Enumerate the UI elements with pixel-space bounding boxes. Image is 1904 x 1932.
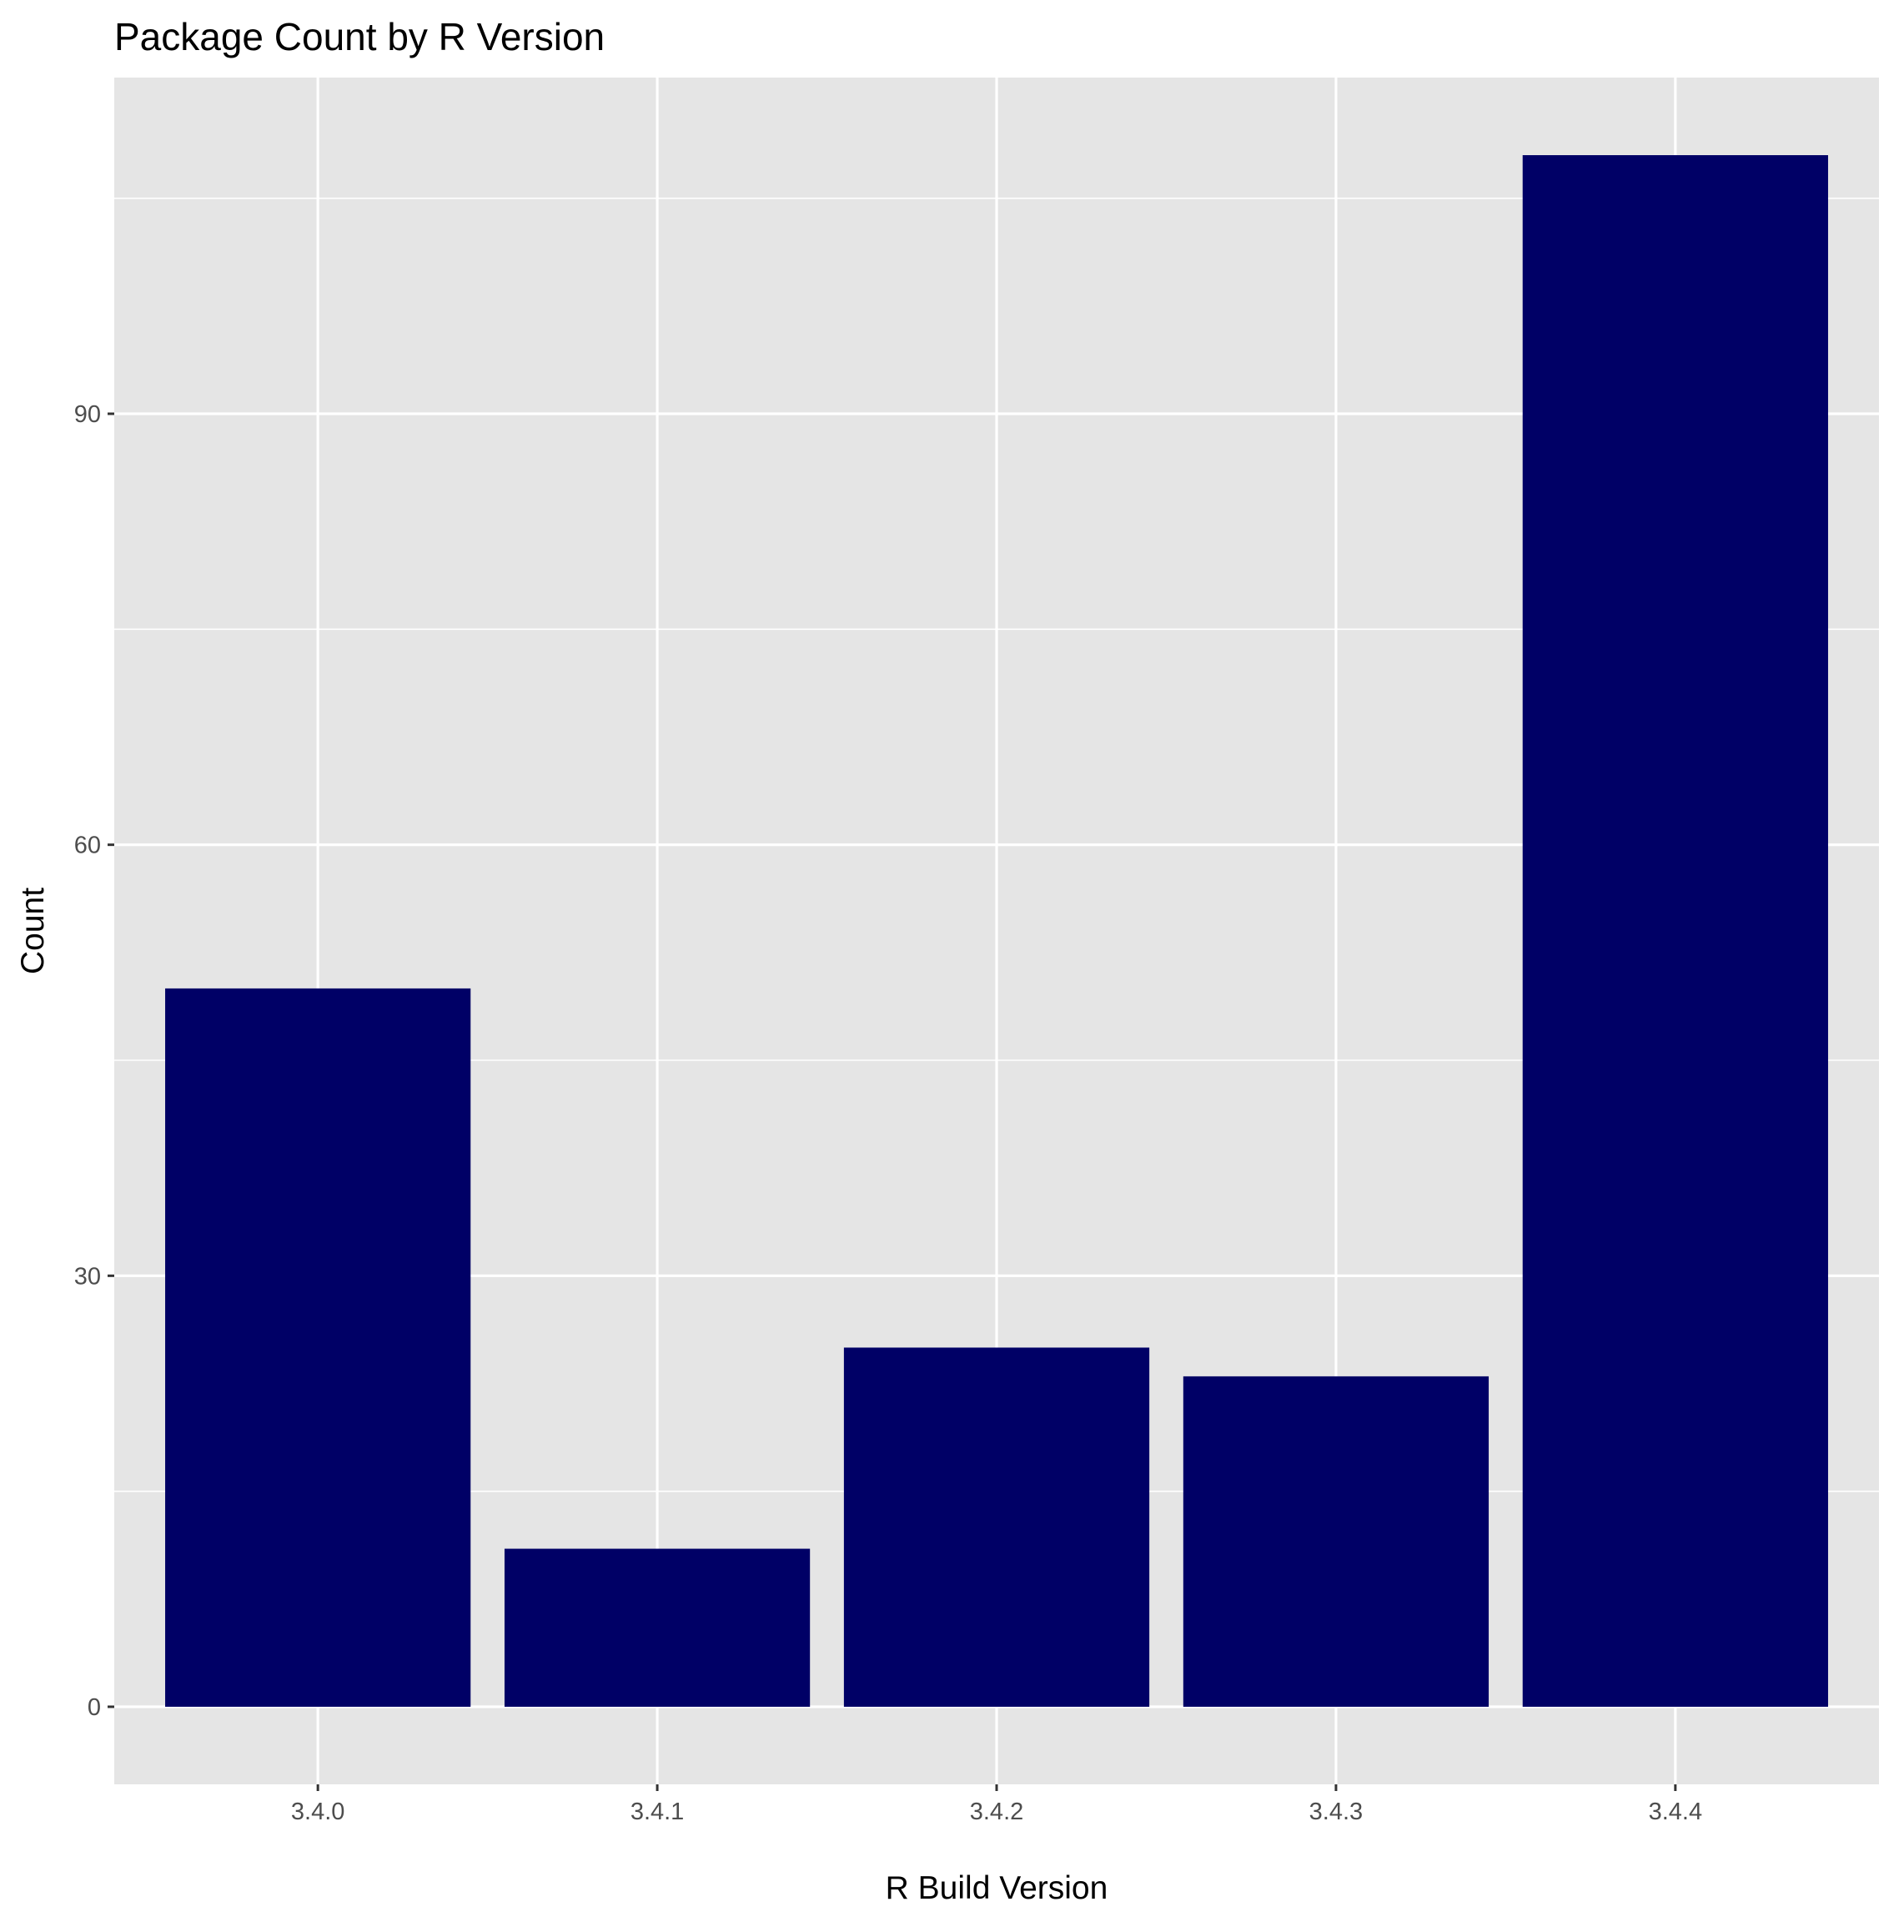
y-axis: 0 30 60 90 bbox=[74, 401, 114, 1721]
x-tick-label: 3.4.0 bbox=[291, 1799, 345, 1825]
bar-3.4.0 bbox=[165, 988, 471, 1707]
bars bbox=[165, 155, 1828, 1707]
x-tick-label: 3.4.1 bbox=[630, 1799, 685, 1825]
y-tick-label: 60 bbox=[74, 833, 101, 859]
x-axis: 3.4.0 3.4.1 3.4.2 3.4.3 3.4.4 bbox=[291, 1784, 1702, 1825]
x-tick-label: 3.4.2 bbox=[970, 1799, 1024, 1825]
bar-3.4.3 bbox=[1183, 1376, 1490, 1707]
bar-3.4.2 bbox=[843, 1347, 1150, 1707]
y-tick-label: 30 bbox=[74, 1263, 101, 1290]
x-tick-label: 3.4.4 bbox=[1649, 1799, 1703, 1825]
x-tick-label: 3.4.3 bbox=[1309, 1799, 1364, 1825]
y-tick-label: 0 bbox=[88, 1694, 101, 1721]
chart-title: Package Count by R Version bbox=[114, 15, 605, 58]
y-axis-title: Count bbox=[15, 888, 51, 974]
bar-3.4.4 bbox=[1522, 155, 1828, 1707]
x-axis-title: R Build Version bbox=[886, 1870, 1108, 1906]
y-tick-label: 90 bbox=[74, 401, 101, 428]
bar-3.4.1 bbox=[504, 1548, 811, 1707]
